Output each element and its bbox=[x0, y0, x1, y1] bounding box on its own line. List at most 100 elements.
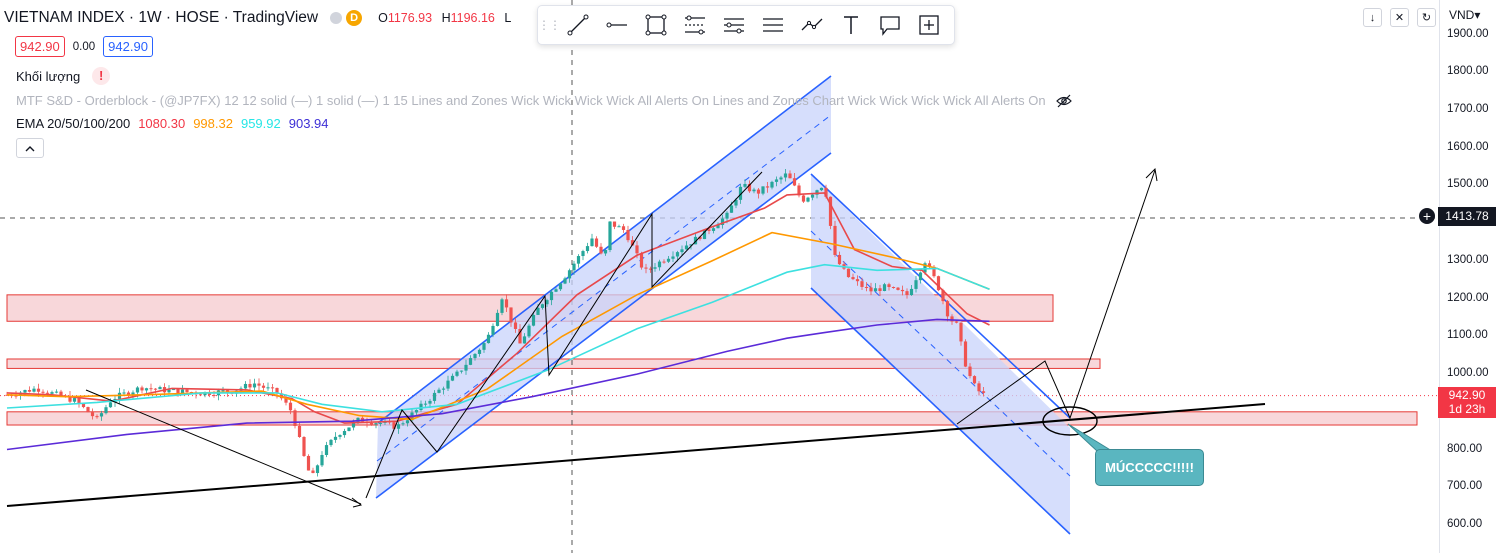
wave-path-line bbox=[365, 171, 763, 499]
sell-price-button[interactable]: 942.90 bbox=[15, 36, 65, 57]
candle-body bbox=[914, 280, 918, 289]
price-tick-label: 600.00 bbox=[1447, 518, 1483, 530]
close-icon[interactable]: ✕ bbox=[1390, 8, 1409, 27]
horizontal-ray-icon[interactable] bbox=[597, 6, 636, 44]
candle-body bbox=[392, 422, 396, 429]
candle-body bbox=[878, 288, 882, 291]
candle-body bbox=[545, 300, 549, 305]
candle-body bbox=[293, 410, 297, 426]
candle-body bbox=[329, 439, 333, 446]
candle-body bbox=[122, 392, 126, 394]
candle-body bbox=[653, 267, 657, 269]
volume-indicator-label[interactable]: Khối lượng bbox=[16, 68, 81, 84]
candle-body bbox=[815, 190, 819, 195]
select-area-icon[interactable] bbox=[909, 6, 948, 44]
ema-indicator-row[interactable]: EMA 20/50/100/200 1080.30 998.32 959.92 903.… bbox=[16, 116, 1072, 131]
highlight-ellipse bbox=[1042, 406, 1098, 436]
drop-path-line bbox=[85, 389, 362, 505]
add-alert-plus-icon[interactable]: + bbox=[1419, 208, 1435, 224]
callout-note[interactable]: MÚCCCCC!!!!! bbox=[1095, 449, 1204, 486]
candle-body bbox=[567, 270, 572, 279]
warning-icon[interactable]: ! bbox=[92, 67, 111, 85]
candle-body bbox=[486, 334, 491, 344]
candle-body bbox=[347, 427, 351, 431]
ohlc-values: O1176.93 H1196.16 L bbox=[378, 11, 511, 25]
candle-body bbox=[153, 388, 158, 390]
candle-body bbox=[572, 263, 576, 271]
candle-body bbox=[221, 390, 225, 392]
currency-selector[interactable]: VND▾ bbox=[1449, 8, 1481, 22]
candle-body bbox=[864, 286, 869, 288]
candle-body bbox=[302, 436, 306, 456]
high-key: H bbox=[441, 11, 451, 25]
candle-body bbox=[432, 392, 437, 401]
chart-legend: VIETNAM INDEX · 1W · HOSE · TradingView … bbox=[4, 8, 1072, 158]
candle-body bbox=[108, 402, 113, 408]
collapse-legend-button[interactable] bbox=[16, 138, 44, 158]
candle-body bbox=[657, 261, 662, 268]
candle-body bbox=[477, 349, 482, 354]
drag-handle-icon[interactable]: ⋮⋮ bbox=[538, 18, 561, 32]
market-status-dot[interactable] bbox=[330, 12, 343, 24]
price-tick-label: 1300.00 bbox=[1447, 253, 1489, 266]
eye-hidden-icon[interactable] bbox=[1055, 94, 1072, 108]
candle-body bbox=[747, 183, 752, 192]
candle-body bbox=[356, 417, 360, 422]
candle-body bbox=[167, 389, 171, 393]
candle-body bbox=[36, 388, 41, 392]
candle-body bbox=[459, 370, 464, 372]
delayed-badge[interactable]: D bbox=[346, 10, 363, 26]
orderblock-zone bbox=[6, 411, 1418, 426]
candle-body bbox=[252, 383, 257, 388]
candle-body bbox=[846, 268, 851, 278]
candle-body bbox=[968, 366, 972, 377]
text-icon[interactable] bbox=[831, 6, 870, 44]
price-tick-label: 800.00 bbox=[1447, 442, 1483, 455]
candle-body bbox=[140, 387, 144, 391]
candle-body bbox=[716, 224, 720, 229]
ema-line bbox=[6, 192, 990, 424]
fib-retracement-icon[interactable] bbox=[675, 6, 714, 44]
reload-icon[interactable]: ↻ bbox=[1417, 8, 1436, 27]
candle-body bbox=[765, 186, 770, 188]
rectangle-icon[interactable] bbox=[636, 6, 675, 44]
candle-body bbox=[185, 389, 189, 393]
scroll-down-icon[interactable]: ↓ bbox=[1363, 8, 1382, 27]
parallel-channel-icon[interactable] bbox=[714, 6, 753, 44]
candle-body bbox=[891, 286, 896, 288]
candle-body bbox=[770, 181, 774, 188]
candle-body bbox=[77, 398, 81, 404]
candle-body bbox=[563, 278, 567, 284]
candle-body bbox=[959, 322, 963, 342]
candle-body bbox=[342, 430, 347, 436]
buy-price-button[interactable]: 942.90 bbox=[103, 36, 153, 57]
trend-line-icon[interactable] bbox=[558, 6, 597, 44]
candle-body bbox=[198, 394, 203, 396]
candle-body bbox=[374, 423, 378, 425]
candle-body bbox=[405, 420, 410, 424]
candle-body bbox=[824, 187, 828, 197]
symbol-title[interactable]: VIETNAM INDEX · 1W · HOSE · TradingView bbox=[4, 9, 319, 26]
callout-icon[interactable] bbox=[870, 6, 909, 44]
candle-body bbox=[707, 229, 711, 231]
price-axis[interactable] bbox=[1439, 0, 1498, 553]
crosshair-price-label: 1413.78 bbox=[1438, 207, 1496, 226]
candle-body bbox=[896, 287, 900, 290]
arrowhead bbox=[351, 497, 363, 508]
price-tick-label: 1100.00 bbox=[1447, 329, 1488, 342]
candle-body bbox=[828, 196, 833, 226]
candle-body bbox=[306, 455, 311, 471]
candle-body bbox=[945, 301, 950, 317]
falling-channel-midline bbox=[810, 230, 1071, 477]
horizontal-lines-icon[interactable] bbox=[753, 6, 792, 44]
candle-body bbox=[594, 238, 599, 247]
mtf-indicator-label[interactable]: MTF S&D - Orderblock - (@JP7FX) 12 12 so… bbox=[16, 93, 1046, 108]
candle-body bbox=[297, 425, 302, 437]
price-tick-label: 1500.00 bbox=[1447, 178, 1489, 191]
candle-body bbox=[689, 244, 693, 246]
candle-body bbox=[590, 238, 594, 247]
candle-body bbox=[99, 413, 104, 417]
path-icon[interactable] bbox=[792, 6, 831, 44]
candle-body bbox=[288, 402, 293, 411]
